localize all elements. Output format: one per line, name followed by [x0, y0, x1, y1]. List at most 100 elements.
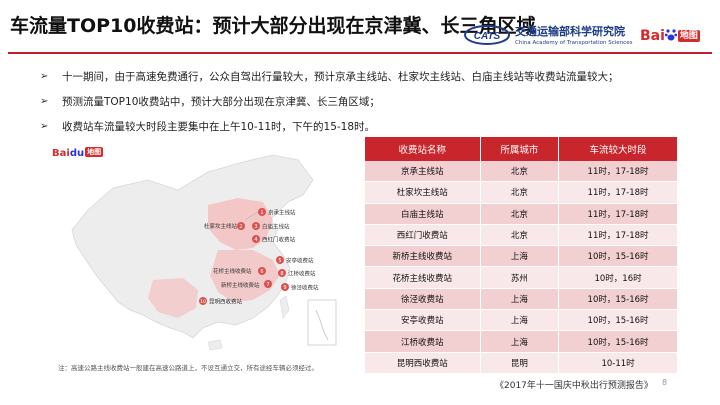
org-name-en: China Academy of Transportation Sciences: [515, 40, 633, 46]
column-header: 车流较大时段: [558, 137, 678, 161]
table-cell: 昆明西收费站: [365, 352, 481, 374]
table-cell: 上海: [480, 245, 560, 268]
table-cell: 北京: [480, 161, 560, 183]
table-cell: 安亭收费站: [365, 309, 481, 332]
station-num: 9: [283, 285, 286, 291]
map-watermark-logo: Baidu 地图: [52, 147, 104, 159]
report-footer: 《2017年十一国庆中秋出行预测报告》: [495, 381, 653, 391]
table-header-row: 收费站名称 所属城市 车流较大时段: [365, 137, 678, 161]
table-cell: 10时，15-16时: [558, 330, 678, 353]
station-num: 3: [254, 224, 257, 230]
bullet-list: ➢ 十一期间，由于高速免费通行，公众自驾出行量较大，预计京承主线站、杜家坎主线站、…: [40, 70, 680, 145]
baidu-paw-icon: [664, 29, 678, 41]
station-label: 京承主线站: [268, 209, 296, 217]
table-cell: 上海: [480, 288, 560, 311]
map-footnote: 注：高速公路主线收费站一般建在高速公路道上，不设互通立交，所有途经车辆必须经过。: [58, 364, 318, 372]
station-num: 7: [266, 282, 269, 288]
table-row: 安亭收费站 上海 10时，15-16时: [365, 309, 678, 332]
bullet-item: ➢ 十一期间，由于高速免费通行，公众自驾出行量较大，预计京承主线站、杜家坎主线站、…: [40, 70, 680, 84]
bullet-text: 收费站车流量较大时段主要集中在上午10-11时，下午的15-18时。: [62, 121, 376, 133]
bullet-item: ➢ 收费站车流量较大时段主要集中在上午10-11时，下午的15-18时。: [40, 120, 680, 134]
station-marker: 8 江桥收费站: [278, 269, 316, 278]
station-marker: 杜家坎主线站 2: [204, 222, 245, 230]
table-cell: 西红门收费站: [365, 224, 481, 247]
station-label: 白庙主线站: [262, 223, 290, 231]
table-cell: 北京: [480, 203, 560, 225]
org-block: 交通运输部科学研究院 China Academy of Transportati…: [515, 23, 632, 46]
bullet-text: 预测流量TOP10收费站中，预计大部分出现在京津冀、长三角区域；: [62, 96, 380, 108]
page-number: 8: [662, 378, 668, 387]
table-cell: 10时，16时: [558, 266, 678, 289]
table-row: 徐泾收费站 上海 10时，15-16时: [365, 288, 678, 311]
station-num: 4: [254, 237, 257, 243]
column-header: 收费站名称: [365, 137, 481, 161]
table-row: 白庙主线站 北京 11时，17-18时: [365, 203, 678, 225]
bullet-item: ➢ 预测流量TOP10收费站中，预计大部分出现在京津冀、长三角区域；: [40, 95, 680, 109]
station-label: 花桥主线收费站: [213, 267, 252, 275]
table-cell: 新桥主线收费站: [365, 245, 481, 268]
org-name-cn: 交通运输部科学研究院: [515, 25, 625, 38]
table-cell: 北京: [480, 181, 560, 204]
column-header: 所属城市: [480, 137, 560, 161]
station-ranking-table: 收费站名称 所属城市 车流较大时段 京承主线站 北京 11时，17-18时 杜家坎主…: [365, 137, 678, 374]
station-marker: 5 安亭收费站: [276, 256, 314, 265]
table-row: 西红门收费站 北京 11时，17-18时: [365, 224, 678, 247]
cats-logo-text: CATS: [474, 31, 501, 42]
table-row: 江桥收费站 上海 10时，15-16时: [365, 330, 678, 353]
station-marker: 花桥主线收费站 6: [213, 267, 266, 275]
table-cell: 11时，17-18时: [558, 224, 678, 247]
table-cell: 杜家坎主线站: [365, 181, 481, 204]
table-row: 昆明西收费站 昆明 10-11时: [365, 352, 678, 374]
bullet-text: 十一期间，由于高速免费通行，公众自驾出行量较大，预计京承主线站、杜家坎主线站、白…: [62, 71, 619, 83]
station-marker: 3 白庙主线站: [252, 222, 290, 231]
table-row: 新桥主线收费站 上海 10时，15-16时: [365, 245, 678, 268]
station-num: 10: [200, 299, 206, 305]
table-row: 花桥主线收费站 苏州 10时，16时: [365, 266, 678, 289]
station-marker: 9 徐泾收费站: [281, 283, 319, 292]
table-cell: 10时，15-16时: [558, 309, 678, 332]
table-cell: 上海: [480, 309, 560, 332]
table-cell: 11时，17-18时: [558, 181, 678, 204]
table-cell: 昆明: [480, 352, 560, 374]
station-label: 徐泾收费站: [291, 284, 319, 292]
arrow-bullet-icon: ➢: [40, 71, 49, 82]
table-cell: 10时，15-16时: [558, 288, 678, 311]
station-label: 新桥主线收费站: [221, 281, 260, 289]
station-label: 昆明西收费站: [209, 298, 243, 306]
hainan-island: [207, 339, 223, 351]
baidu-ditu-badge: 地图: [677, 30, 700, 42]
map-baidu-du-text: du: [69, 148, 85, 159]
table-row: 京承主线站 北京 11时，17-18时: [365, 161, 678, 183]
station-label: 江桥收费站: [288, 270, 316, 278]
table-cell: 北京: [480, 224, 560, 247]
table-row: 杜家坎主线站 北京 11时，17-18时: [365, 181, 678, 204]
arrow-bullet-icon: ➢: [40, 121, 49, 132]
station-num: 5: [278, 258, 281, 264]
table-cell: 11时，17-18时: [558, 203, 678, 225]
taiwan-island: [279, 295, 290, 319]
map-baidu-ditu-badge: 地图: [85, 147, 104, 157]
station-label: 杜家坎主线站: [204, 222, 238, 230]
station-num: 8: [280, 271, 283, 277]
table-cell: 徐泾收费站: [365, 288, 481, 311]
baidu-bai-text: Bai: [640, 28, 665, 44]
title-divider: [8, 52, 712, 54]
table-cell: 10-11时: [558, 352, 678, 374]
inset-islands: [315, 309, 329, 341]
table-cell: 白庙主线站: [365, 203, 481, 225]
arrow-bullet-icon: ➢: [40, 96, 49, 107]
table-cell: 江桥收费站: [365, 330, 481, 353]
china-landmass: [71, 154, 314, 339]
map-baidu-bai-text: Bai: [52, 148, 70, 159]
china-map: 1 京承主线站 杜家坎主线站 2 3 白庙主线站 4 西红门收费站 5 安亭收费…: [71, 154, 337, 351]
station-marker: 4 西红门收费站: [252, 235, 296, 244]
page-title: 车流量TOP10收费站：预计大部分出现在京津冀、长三角区域: [10, 15, 536, 37]
hot-region-east: [210, 250, 280, 302]
table-cell: 花桥主线收费站: [365, 266, 481, 289]
station-label: 西红门收费站: [262, 236, 296, 244]
south-china-sea-inset: [307, 299, 337, 346]
table-cell: 10时，15-16时: [558, 245, 678, 268]
hot-region-southwest: [148, 278, 198, 318]
table-cell: 11时，17-18时: [558, 161, 678, 183]
station-num: 6: [260, 269, 263, 275]
